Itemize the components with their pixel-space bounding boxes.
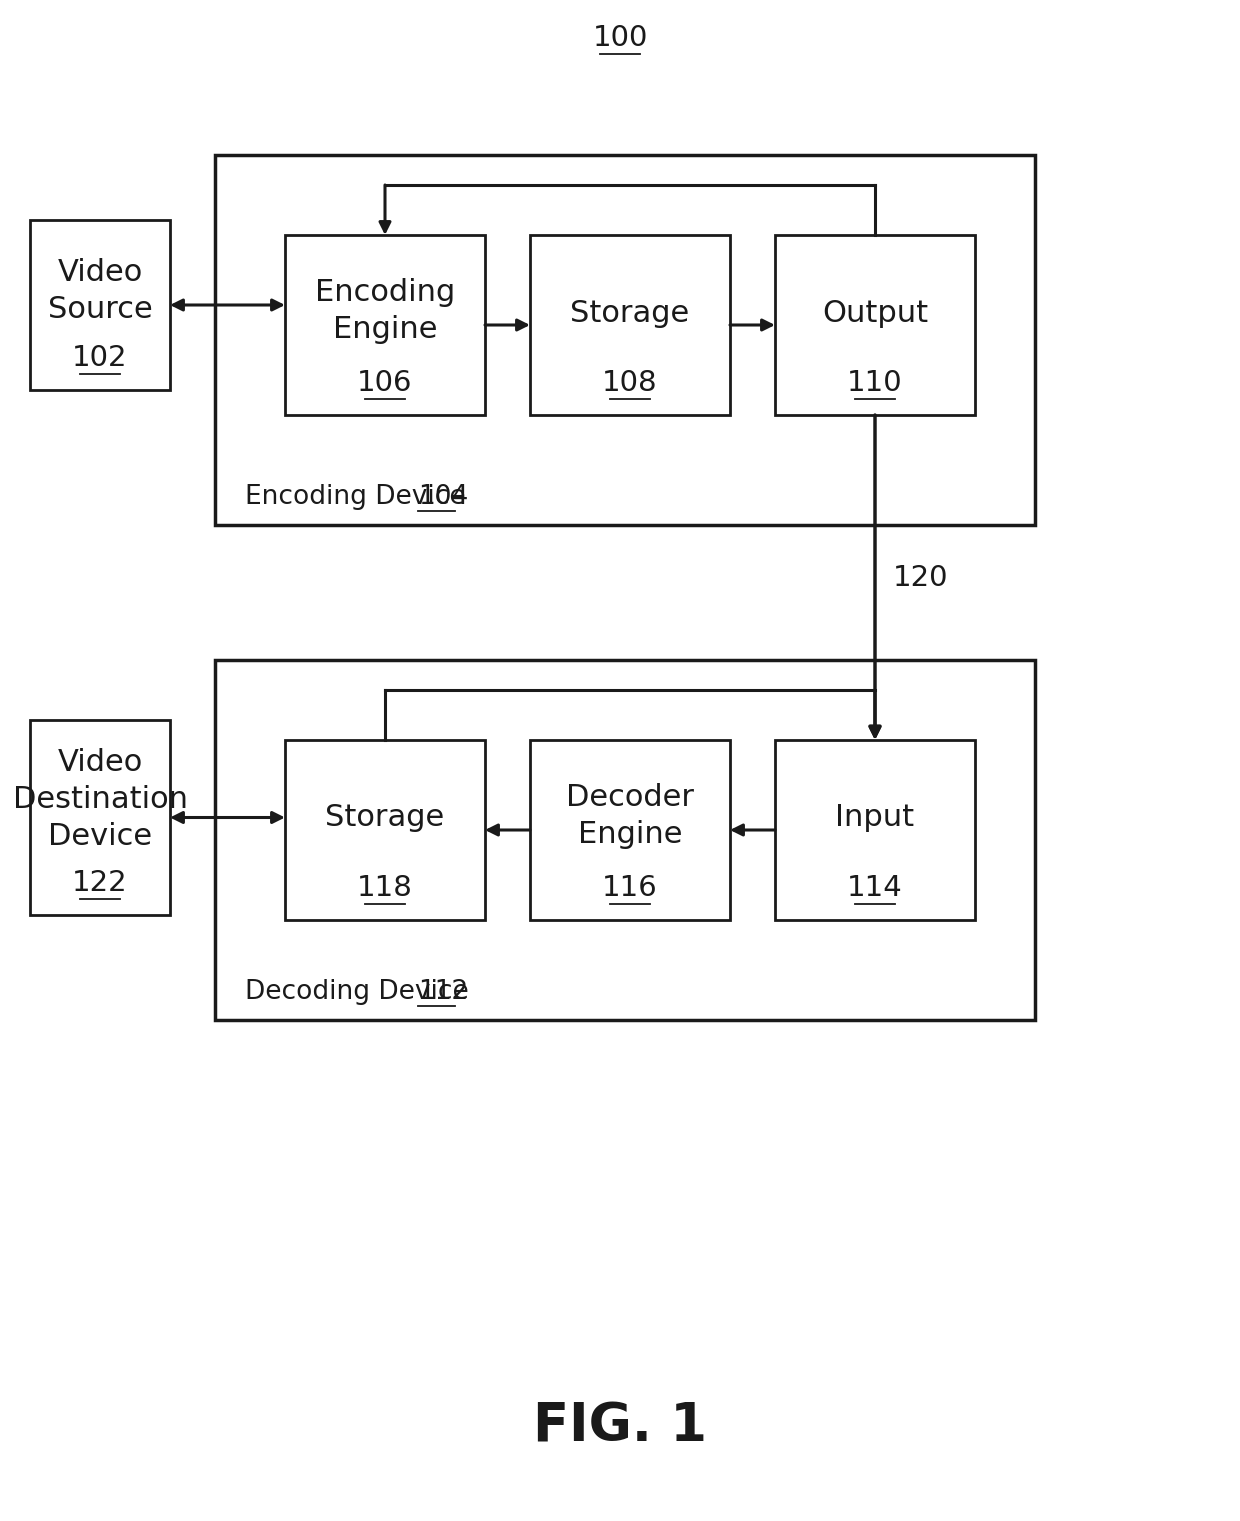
Text: 122: 122 — [72, 868, 128, 897]
Text: Encoding Device: Encoding Device — [246, 484, 474, 510]
Text: 102: 102 — [72, 344, 128, 373]
Text: Storage: Storage — [570, 298, 689, 327]
Bar — [285, 236, 485, 415]
Bar — [285, 741, 485, 920]
Text: Storage: Storage — [325, 803, 445, 832]
Text: 114: 114 — [847, 875, 903, 902]
Text: FIG. 1: FIG. 1 — [533, 1399, 707, 1453]
Bar — [30, 719, 170, 916]
Text: 120: 120 — [893, 563, 949, 592]
Text: 116: 116 — [603, 875, 658, 902]
Bar — [529, 741, 730, 920]
Text: Encoding
Engine: Encoding Engine — [315, 278, 455, 344]
Text: Video
Source: Video Source — [47, 259, 153, 324]
Text: 106: 106 — [357, 370, 413, 397]
Text: Output: Output — [822, 298, 928, 327]
Text: Decoder
Engine: Decoder Engine — [565, 783, 694, 849]
Text: Video
Destination
Device: Video Destination Device — [12, 748, 187, 852]
Text: 112: 112 — [418, 980, 469, 1005]
Bar — [30, 221, 170, 389]
Text: 110: 110 — [847, 370, 903, 397]
Text: 118: 118 — [357, 875, 413, 902]
Bar — [529, 236, 730, 415]
Text: 100: 100 — [593, 24, 647, 52]
Text: Input: Input — [836, 803, 915, 832]
Text: Decoding Device: Decoding Device — [246, 980, 477, 1005]
Bar — [215, 155, 1035, 525]
Text: 104: 104 — [418, 484, 469, 510]
Bar — [775, 236, 975, 415]
Text: 108: 108 — [603, 370, 657, 397]
Bar — [215, 660, 1035, 1021]
Bar — [775, 741, 975, 920]
